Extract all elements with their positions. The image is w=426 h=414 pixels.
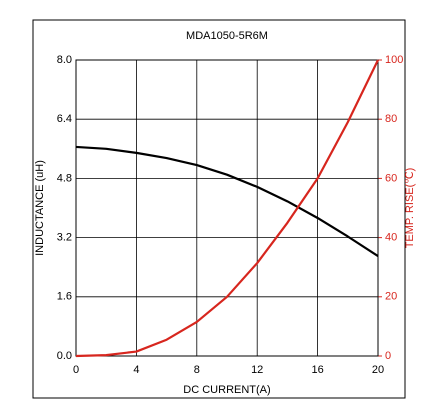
- x-axis-label: DC CURRENT(A): [183, 384, 270, 396]
- y-tick-label: 3.2: [57, 232, 72, 244]
- series-line: [75, 59, 379, 358]
- y-tick-label: 4.8: [57, 172, 72, 184]
- y2-tick-label: 20: [385, 291, 397, 303]
- x-tick-label: 20: [372, 364, 384, 376]
- y2-tick-label: 100: [385, 54, 403, 66]
- plot-border: [75, 59, 379, 357]
- x-tick-label: 16: [311, 364, 323, 376]
- y2-tick-label: 0: [385, 350, 391, 362]
- y-tick-label: 1.6: [57, 291, 72, 303]
- x-tick-label: 4: [133, 364, 139, 376]
- chart-title: MDA1050-5R6M: [186, 30, 268, 42]
- y-tick-label: 0.0: [57, 350, 72, 362]
- x-tick-label: 0: [73, 364, 79, 376]
- y2-tick-label: 60: [385, 172, 397, 184]
- y2-tick-label: 80: [385, 113, 397, 125]
- series-line: [75, 145, 379, 258]
- y-tick-label: 8.0: [57, 54, 72, 66]
- y-axis-label: INDUCTANCE (uH): [34, 160, 46, 256]
- frame: [32, 19, 406, 399]
- x-tick-label: 12: [251, 364, 263, 376]
- y2-axis-label: TEMP. RISE(℃): [404, 168, 416, 249]
- y2-tick-label: 40: [385, 232, 397, 244]
- x-tick-label: 8: [194, 364, 200, 376]
- y-tick-label: 6.4: [57, 113, 72, 125]
